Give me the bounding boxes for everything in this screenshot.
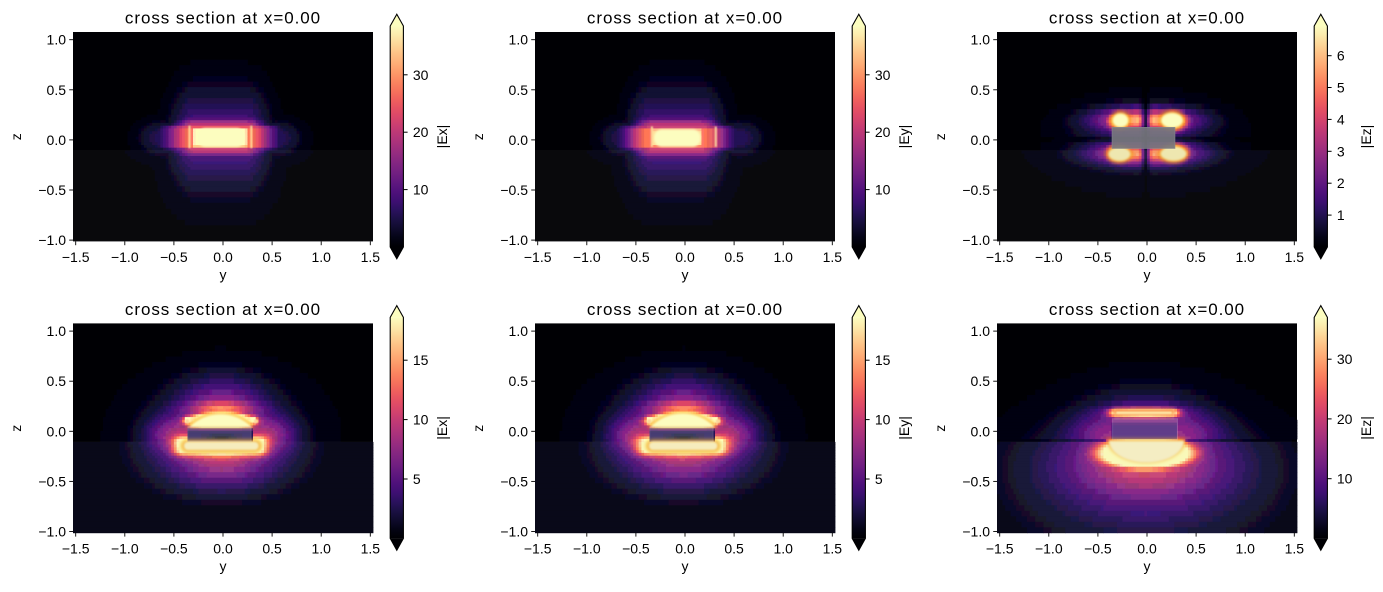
svg-text:cross section at x=0.00: cross section at x=0.00: [125, 9, 321, 28]
svg-text:−1.5: −1.5: [986, 249, 1014, 265]
svg-text:0.5: 0.5: [262, 249, 282, 265]
svg-text:3: 3: [1337, 143, 1345, 159]
svg-text:|Ey|: |Ey|: [896, 416, 912, 440]
svg-text:1.0: 1.0: [509, 323, 529, 339]
svg-text:−1.0: −1.0: [111, 540, 139, 556]
svg-text:0.0: 0.0: [509, 132, 529, 148]
svg-text:5: 5: [875, 471, 883, 487]
svg-text:30: 30: [875, 67, 891, 83]
svg-text:−0.5: −0.5: [622, 540, 650, 556]
svg-text:−1.0: −1.0: [38, 232, 66, 248]
svg-text:−1.0: −1.0: [111, 249, 139, 265]
svg-text:−0.5: −0.5: [962, 182, 990, 198]
svg-text:−1.0: −1.0: [573, 249, 601, 265]
svg-text:−0.5: −0.5: [500, 182, 528, 198]
svg-text:0.0: 0.0: [675, 249, 695, 265]
svg-text:−1.0: −1.0: [962, 232, 990, 248]
svg-text:−0.5: −0.5: [160, 540, 188, 556]
svg-text:1.0: 1.0: [971, 32, 991, 48]
svg-text:0.5: 0.5: [971, 82, 991, 98]
svg-text:cross section at x=0.00: cross section at x=0.00: [587, 9, 783, 28]
svg-text:1.0: 1.0: [311, 249, 331, 265]
svg-text:0.0: 0.0: [675, 540, 695, 556]
svg-text:1.0: 1.0: [311, 540, 331, 556]
svg-text:z: z: [470, 425, 486, 432]
svg-text:z: z: [470, 133, 486, 140]
svg-text:0.5: 0.5: [724, 540, 744, 556]
svg-text:15: 15: [875, 352, 891, 368]
svg-text:−0.5: −0.5: [622, 249, 650, 265]
svg-text:20: 20: [875, 124, 891, 140]
svg-text:−1.5: −1.5: [524, 540, 552, 556]
svg-text:|Ey|: |Ey|: [896, 125, 912, 149]
svg-text:0.0: 0.0: [509, 423, 529, 439]
svg-text:y: y: [220, 558, 227, 574]
svg-text:2: 2: [1337, 175, 1345, 191]
svg-text:−0.5: −0.5: [1084, 249, 1112, 265]
svg-text:cross section at x=0.00: cross section at x=0.00: [125, 300, 321, 319]
svg-text:−1.0: −1.0: [573, 540, 601, 556]
svg-text:5: 5: [413, 471, 421, 487]
svg-text:0.0: 0.0: [47, 423, 67, 439]
svg-text:0.5: 0.5: [509, 82, 529, 98]
svg-text:0.0: 0.0: [47, 132, 67, 148]
svg-text:10: 10: [413, 412, 429, 428]
svg-text:0.5: 0.5: [724, 249, 744, 265]
svg-text:cross section at x=0.00: cross section at x=0.00: [587, 300, 783, 319]
svg-text:1.5: 1.5: [823, 540, 843, 556]
svg-text:0.0: 0.0: [213, 249, 233, 265]
svg-text:1.0: 1.0: [509, 32, 529, 48]
svg-text:10: 10: [875, 182, 891, 198]
svg-text:−1.0: −1.0: [1035, 249, 1063, 265]
svg-text:0.5: 0.5: [47, 82, 67, 98]
svg-text:1.0: 1.0: [47, 32, 67, 48]
svg-text:−0.5: −0.5: [38, 473, 66, 489]
svg-text:−1.0: −1.0: [500, 524, 528, 540]
svg-text:−1.0: −1.0: [38, 524, 66, 540]
svg-text:−1.5: −1.5: [62, 540, 90, 556]
svg-text:5: 5: [1337, 80, 1345, 96]
svg-text:|Ex|: |Ex|: [434, 416, 450, 440]
svg-text:−0.5: −0.5: [160, 249, 188, 265]
svg-text:z: z: [8, 425, 24, 432]
svg-text:30: 30: [413, 67, 429, 83]
svg-text:0.5: 0.5: [47, 373, 67, 389]
svg-text:|Ez|: |Ez|: [1358, 125, 1374, 149]
svg-text:−1.5: −1.5: [62, 249, 90, 265]
svg-text:y: y: [682, 266, 689, 282]
svg-text:−1.0: −1.0: [500, 232, 528, 248]
svg-text:1.0: 1.0: [1235, 249, 1255, 265]
svg-text:1.5: 1.5: [1285, 249, 1305, 265]
svg-text:10: 10: [875, 412, 891, 428]
svg-text:1.0: 1.0: [773, 249, 793, 265]
svg-text:|Ex|: |Ex|: [434, 125, 450, 149]
svg-text:1.0: 1.0: [773, 540, 793, 556]
svg-text:y: y: [1144, 266, 1151, 282]
svg-text:−1.5: −1.5: [524, 249, 552, 265]
svg-text:0.5: 0.5: [1186, 249, 1206, 265]
svg-text:1.5: 1.5: [361, 249, 381, 265]
svg-text:0.0: 0.0: [1137, 249, 1157, 265]
svg-text:−0.5: −0.5: [500, 473, 528, 489]
svg-text:−0.5: −0.5: [38, 182, 66, 198]
svg-text:1.5: 1.5: [823, 249, 843, 265]
svg-text:0.0: 0.0: [213, 540, 233, 556]
svg-text:z: z: [932, 133, 948, 140]
svg-text:0.0: 0.0: [971, 132, 991, 148]
svg-text:y: y: [682, 558, 689, 574]
svg-text:z: z: [8, 133, 24, 140]
svg-text:10: 10: [413, 182, 429, 198]
svg-text:1.0: 1.0: [47, 323, 67, 339]
svg-text:1: 1: [1337, 207, 1345, 223]
svg-text:4: 4: [1337, 111, 1345, 127]
svg-text:15: 15: [413, 352, 429, 368]
svg-text:0.5: 0.5: [262, 540, 282, 556]
svg-text:1.5: 1.5: [361, 540, 381, 556]
svg-text:cross section at x=0.00: cross section at x=0.00: [1049, 9, 1245, 28]
svg-text:0.5: 0.5: [509, 373, 529, 389]
svg-text:20: 20: [413, 124, 429, 140]
svg-text:y: y: [220, 266, 227, 282]
svg-text:6: 6: [1337, 48, 1345, 64]
